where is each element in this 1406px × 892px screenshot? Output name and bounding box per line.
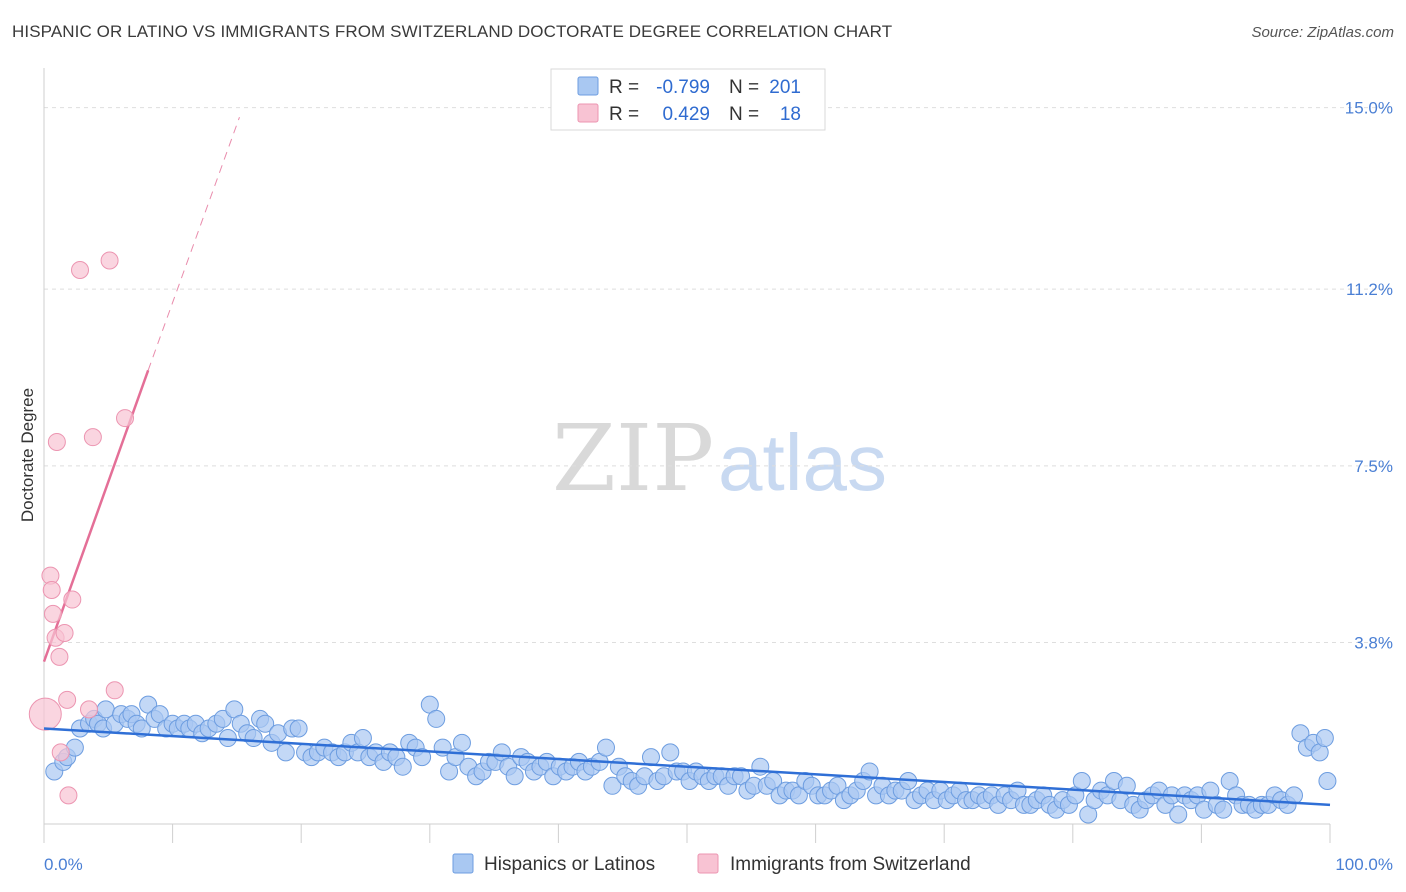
source-label: Source: ZipAtlas.com [1251, 24, 1394, 41]
pink-point [63, 590, 82, 609]
pink-point [59, 786, 78, 805]
pink-point [116, 409, 135, 428]
blue-point [1318, 772, 1337, 791]
blue-points-group [45, 695, 1337, 824]
bottom-legend-swatch-blue [452, 853, 474, 874]
blue-point [276, 743, 295, 762]
blue-point [1072, 772, 1091, 791]
blue-point [132, 719, 151, 738]
blue-point [427, 709, 446, 728]
y-tick-label: 3.8% [1354, 634, 1393, 653]
pink-point [44, 604, 63, 623]
blue-point [1117, 776, 1136, 795]
legend-swatch-blue [577, 76, 599, 96]
y-tick-label: 7.5% [1354, 457, 1393, 476]
blue-point [413, 748, 432, 767]
pink-point [100, 251, 119, 270]
blue-point [1214, 800, 1233, 819]
blue-trend-group [43, 727, 1331, 807]
correlation-legend: R = -0.799 N = 201 R = 0.429 N = 18 [550, 68, 826, 131]
pink-point [51, 743, 70, 762]
blue-point [452, 733, 471, 752]
blue-point [1315, 729, 1334, 748]
pink-point [47, 432, 66, 451]
legend-n-value-pink: 18 [780, 104, 801, 125]
tick-labels: 3.8% 7.5% 11.2% 15.0% 0.0% 100.0% [44, 99, 1393, 874]
blue-point [603, 776, 622, 795]
legend-r-label-pink: R = [609, 104, 639, 125]
pink-point [50, 647, 69, 666]
pink-points-group [28, 251, 135, 805]
pink-point [105, 681, 124, 700]
gridlines [44, 107, 1390, 644]
blue-point [596, 738, 615, 757]
blue-point [393, 757, 412, 776]
series-legend: Hispanics or Latinos Immigrants from Swi… [452, 853, 971, 875]
pink-point [80, 700, 99, 719]
blue-point [860, 762, 879, 781]
blue-point [244, 729, 263, 748]
x-tick-label-min: 0.0% [44, 855, 83, 874]
y-tick-label: 11.2% [1346, 280, 1393, 299]
pink-point [55, 623, 74, 642]
pink-point [71, 261, 90, 280]
watermark-zip: ZIP [552, 405, 714, 512]
legend-r-value-pink: 0.429 [662, 104, 710, 125]
blue-point [661, 743, 680, 762]
bottom-legend-swatch-pink [697, 853, 719, 874]
x-tick-label-max: 100.0% [1335, 855, 1393, 874]
watermark-atlas: atlas [718, 418, 887, 507]
pink-point [42, 580, 61, 599]
bottom-legend-label-pink: Immigrants from Switzerland [730, 854, 971, 875]
blue-point [213, 709, 232, 728]
legend-r-value-blue: -0.799 [656, 77, 710, 98]
pink-trend-extension [147, 117, 240, 371]
y-tick-label: 15.0% [1345, 99, 1393, 118]
blue-point [505, 767, 524, 786]
pink-point [83, 428, 102, 447]
blue-point [1169, 805, 1188, 824]
blue-point [353, 729, 372, 748]
y-axis-label: Doctorate Degree [18, 388, 37, 522]
legend-n-value-blue: 201 [769, 77, 801, 98]
legend-r-label-blue: R = [609, 77, 639, 98]
pink-point [28, 697, 62, 731]
chart-title: HISPANIC OR LATINO VS IMMIGRANTS FROM SW… [12, 22, 893, 41]
blue-trend-line [43, 727, 1331, 807]
legend-swatch-pink [577, 103, 599, 123]
bottom-legend-label-blue: Hispanics or Latinos [484, 854, 655, 875]
legend-n-label-pink: N = [729, 104, 759, 125]
legend-n-label-blue: N = [729, 77, 759, 98]
axes [43, 68, 1331, 843]
pink-point [58, 690, 77, 709]
blue-point [289, 719, 308, 738]
pink-trend-group [42, 117, 240, 663]
blue-point [256, 714, 275, 733]
